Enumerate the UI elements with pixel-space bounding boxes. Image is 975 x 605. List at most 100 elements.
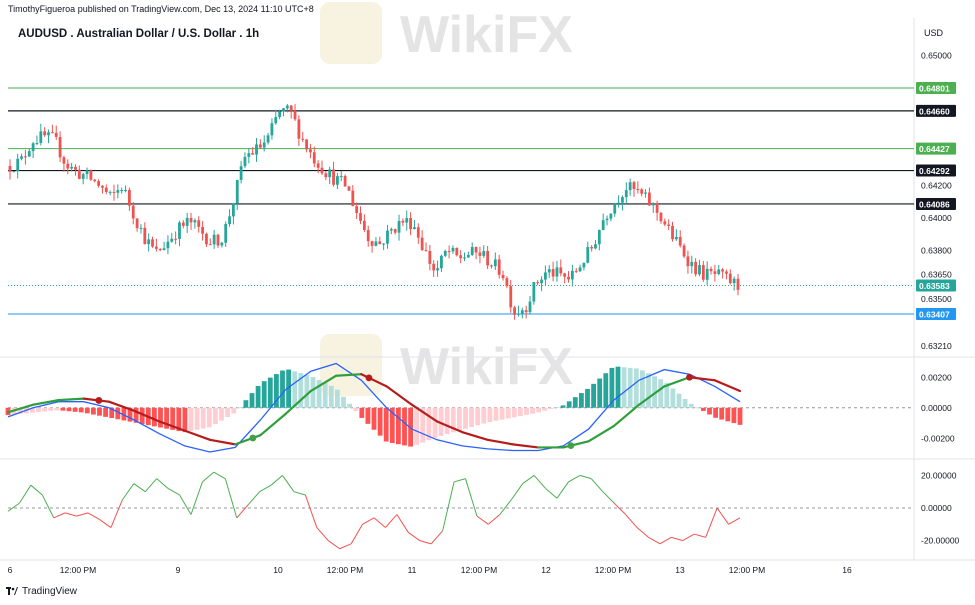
oscillator-line-segment [133, 483, 146, 493]
candle-body [12, 171, 16, 173]
candle-body [570, 270, 574, 280]
candle-body [594, 244, 597, 249]
macd-histogram-bar [48, 407, 54, 411]
oscillator-line-segment [362, 517, 375, 525]
candle-body [632, 182, 636, 190]
candle-body [474, 246, 478, 253]
candle-body [382, 243, 386, 245]
macd-histogram-bar [158, 407, 163, 428]
candle-body [386, 230, 389, 244]
macd-histogram-bar [694, 407, 700, 409]
candle-body [605, 218, 609, 221]
crossover-marker [249, 434, 257, 442]
macd-histogram-bar [280, 370, 285, 408]
candle-body [493, 259, 497, 267]
candle-body [694, 261, 698, 275]
candle-body [139, 227, 143, 229]
price-axis-tick: 0.64200 [921, 180, 952, 190]
oscillator-line-segment [259, 484, 272, 493]
signal-line-segment [385, 385, 413, 406]
oscillator-line-segment [99, 519, 112, 528]
candle-body [497, 259, 501, 275]
macd-histogram-bar [652, 376, 657, 408]
macd-histogram-bar [426, 407, 432, 441]
candle-body [24, 156, 27, 158]
candle-body [393, 229, 397, 233]
candle-body [54, 132, 58, 137]
candle-body [678, 236, 682, 246]
candle-body [544, 272, 547, 280]
candle-body [563, 273, 567, 277]
macd-histogram-bar [152, 407, 157, 427]
candle-body [355, 206, 359, 214]
macd-histogram-bar [377, 407, 383, 436]
candle-body [162, 248, 166, 251]
macd-histogram-bar [682, 399, 688, 408]
oscillator-line-segment [716, 507, 729, 525]
candle-body [721, 269, 724, 272]
oscillator-line-segment [488, 514, 501, 525]
candle-body [686, 256, 690, 267]
level-price-label: 0.64801 [919, 84, 950, 94]
price-axis-tick: 0.63800 [921, 245, 952, 255]
macd-histogram-bar [603, 373, 609, 408]
macd-histogram-bar [530, 407, 535, 414]
price-axis-tick: 0.64000 [921, 213, 952, 223]
level-price-badge [916, 82, 956, 94]
candle-body [235, 179, 239, 204]
oscillator-line-segment [556, 481, 569, 499]
candle-body [258, 144, 262, 148]
macd-histogram-bar [267, 377, 273, 408]
candle-body [147, 239, 151, 245]
macd-histogram-bar [499, 407, 505, 420]
candle-body [143, 227, 147, 245]
macd-histogram-bar [633, 368, 639, 408]
candle-body [416, 227, 420, 238]
oscillator-line-segment [224, 478, 238, 518]
candle-body [609, 213, 613, 219]
candle-body [297, 119, 301, 139]
candle-body [505, 278, 509, 287]
candle-body [320, 167, 324, 174]
oscillator-line-segment [87, 512, 100, 520]
macd-histogram-bar [707, 407, 712, 415]
candle-body [266, 135, 270, 143]
candle-body [528, 301, 532, 313]
macd-histogram-bar [36, 407, 41, 413]
watermark-text: WikiFX [400, 338, 573, 396]
candle-body [328, 169, 332, 178]
macd-histogram-bar [328, 385, 334, 408]
macd-axis-tick: 0.00000 [921, 403, 952, 413]
level-price-badge [916, 164, 956, 177]
candle-body [309, 149, 312, 153]
macd-histogram-bar [591, 383, 596, 408]
signal-line-segment [713, 379, 742, 393]
macd-histogram-bar [127, 407, 133, 422]
macd-histogram-bar [109, 407, 115, 419]
osc-axis-tick: -20.00000 [921, 536, 960, 546]
macd-histogram-bar [640, 370, 645, 408]
candle-body [536, 282, 540, 284]
macd-histogram-bar [548, 407, 554, 409]
signal-line-segment [107, 400, 136, 412]
candle-body [447, 250, 451, 252]
macd-histogram-bar [646, 373, 651, 408]
oscillator-line-segment [121, 483, 135, 501]
candle-body [81, 174, 85, 179]
candle-body [486, 251, 490, 266]
candle-body [312, 152, 316, 164]
level-price-label: 0.64427 [919, 144, 950, 154]
tradingview-brand[interactable]: TradingView [6, 586, 77, 597]
candle-body [189, 217, 193, 223]
oscillator-line-segment [316, 527, 329, 541]
candle-body [301, 138, 305, 140]
candle-body [551, 269, 555, 277]
macd-histogram-bar [365, 407, 371, 424]
candle-body [93, 179, 97, 182]
macd-histogram-bar [554, 407, 560, 408]
candle-body [466, 254, 470, 258]
candle-body [413, 227, 416, 230]
oscillator-line-segment [282, 475, 295, 492]
oscillator-line-segment [590, 478, 604, 493]
candle-body [224, 223, 228, 243]
